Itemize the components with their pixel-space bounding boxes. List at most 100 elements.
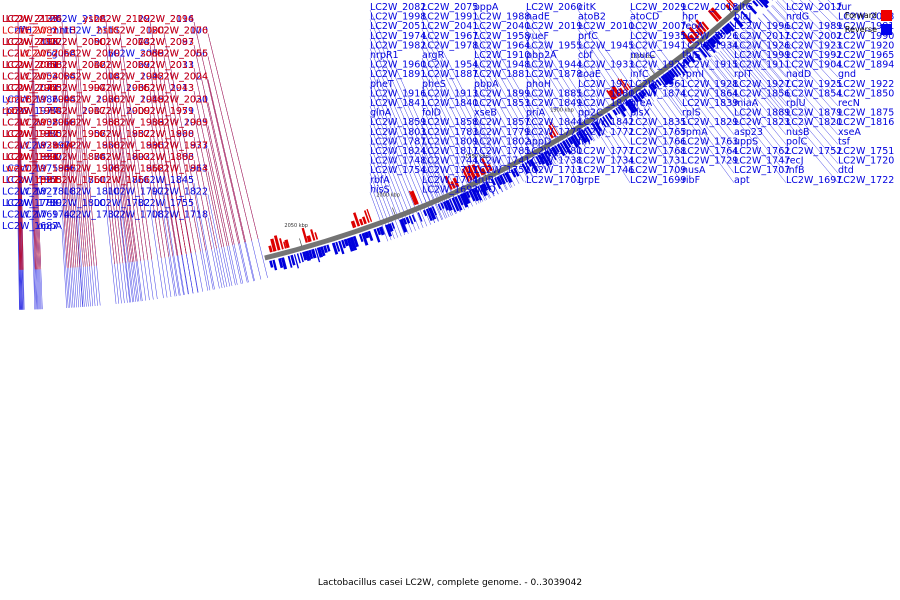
leader-line: [207, 102, 240, 244]
reverse-feature: [635, 93, 643, 102]
leader-line: [17, 113, 22, 270]
leader-line: [771, 5, 839, 78]
forward-feature: [408, 190, 416, 206]
reverse-feature: [617, 105, 627, 118]
leader-line: [61, 90, 75, 268]
reverse-feature: [714, 32, 722, 40]
leader-line: [681, 77, 684, 80]
gene-label: LC2W_1925: [786, 79, 842, 90]
gene-label: LC2W_2102: [6, 37, 62, 48]
leader-line: [701, 65, 735, 107]
reverse-feature: [326, 244, 331, 252]
leader-line: [652, 102, 683, 145]
leader-line: [61, 159, 70, 268]
gene-label: LC2W_1818: [20, 187, 76, 198]
reverse-feature: [670, 67, 679, 78]
gene-label: wecD: [6, 164, 32, 175]
gene-label: LC2W_1747: [734, 156, 790, 167]
gene-label: LC2W_1952: [108, 164, 164, 175]
leader-line: [733, 19, 744, 31]
gene-label: LC2W_1761: [50, 175, 106, 186]
gene-label: LC2W_1707: [734, 165, 790, 176]
reverse-feature: [607, 112, 613, 120]
leader-line: [719, 50, 735, 68]
leader-line: [163, 79, 196, 253]
gene-label: LC2W_2050: [50, 37, 106, 48]
gene-label: LC2W_1991: [422, 12, 478, 23]
leader-line: [149, 182, 162, 259]
leader-line: [684, 79, 735, 145]
leader-line: [17, 205, 21, 310]
gene-label: LC2W_2053: [20, 49, 76, 60]
gene-label: LC2W_2065: [6, 83, 62, 94]
gene-label: rplS: [682, 108, 701, 119]
gene-label: LC2W_2100: [152, 26, 208, 37]
reverse-feature: [474, 187, 483, 201]
gene-label: LC2W_1972: [20, 141, 76, 152]
leader-line: [105, 182, 115, 265]
leader-line: [748, 25, 787, 68]
forward-feature: [270, 238, 277, 252]
leader-line: [710, 58, 735, 87]
gene-label: LC2W_2024: [152, 72, 208, 83]
reverse-feature: [311, 248, 317, 259]
gene-label: LC2W_1993: [108, 72, 164, 83]
reverse-feature: [602, 116, 610, 127]
gene-label: LC2W_1693: [422, 184, 478, 195]
reverse-feature: [499, 174, 506, 185]
leader-line: [674, 86, 683, 97]
reverse-feature: [513, 167, 520, 177]
gene-label: xseA: [838, 127, 861, 138]
reverse-feature: [678, 62, 688, 74]
reverse-feature: [604, 114, 613, 125]
gene-label: argR: [422, 50, 445, 61]
gene-label: LC2W_1981: [838, 21, 894, 32]
leader-line: [665, 92, 683, 116]
gene-label: LC2W_1800: [50, 198, 106, 209]
gene-label: blaI: [734, 12, 751, 23]
leader-line: [75, 79, 93, 267]
leader-line: [105, 67, 130, 263]
gene-label: LC2W_1764: [682, 146, 738, 157]
reverse-feature: [269, 260, 274, 268]
reverse-feature: [569, 135, 580, 149]
leader-line: [767, 9, 787, 30]
reverse-feature: [663, 73, 673, 85]
gene-label: LC2W_1992: [786, 50, 842, 61]
reverse-feature: [612, 109, 618, 116]
reverse-feature: [308, 249, 314, 260]
gene-label: LC2W_1820: [786, 117, 842, 128]
gene-label: LC2W_2123: [2, 14, 58, 25]
gene-label: LC2W_1917: [2, 129, 58, 140]
gene-label: apt: [734, 175, 750, 186]
gene-label: LC2W_2046: [50, 60, 106, 71]
reverse-feature: [471, 188, 480, 202]
gene-label: LC2W_1890: [138, 129, 194, 140]
leader-line: [808, 0, 839, 30]
gene-label: LC2W_1964: [474, 40, 530, 51]
gene-label: LC2W_1868: [108, 164, 164, 175]
forward-feature: [464, 165, 473, 181]
leader-line: [369, 77, 432, 225]
reverse-feature: [521, 163, 529, 175]
gene-label: LC2W_2076: [152, 26, 208, 37]
gene-label: nusA: [682, 165, 706, 176]
gene-label: rpmA: [682, 127, 708, 138]
leader-line: [105, 136, 121, 264]
gene-label: rplU: [786, 98, 806, 109]
gene-label: LC2W_1699: [630, 175, 686, 186]
gene-label: LC2W_1948: [474, 60, 530, 71]
leader-line: [696, 69, 787, 183]
leader-line: [421, 163, 446, 219]
gene-label: LC2W_2040: [474, 21, 530, 32]
gene-label: LC2W_1861: [94, 175, 150, 186]
legend-forward-swatch: [881, 9, 892, 21]
leader-line: [577, 115, 595, 142]
gene-label: LC2W_1935: [630, 31, 686, 42]
leader-line: [163, 148, 183, 255]
leader-line: [31, 148, 37, 270]
reverse-feature: [584, 128, 593, 141]
leader-line: [369, 153, 402, 237]
gene-label: LC2W_1926: [734, 40, 790, 51]
ruler-label: 1850 kbp: [631, 54, 655, 60]
